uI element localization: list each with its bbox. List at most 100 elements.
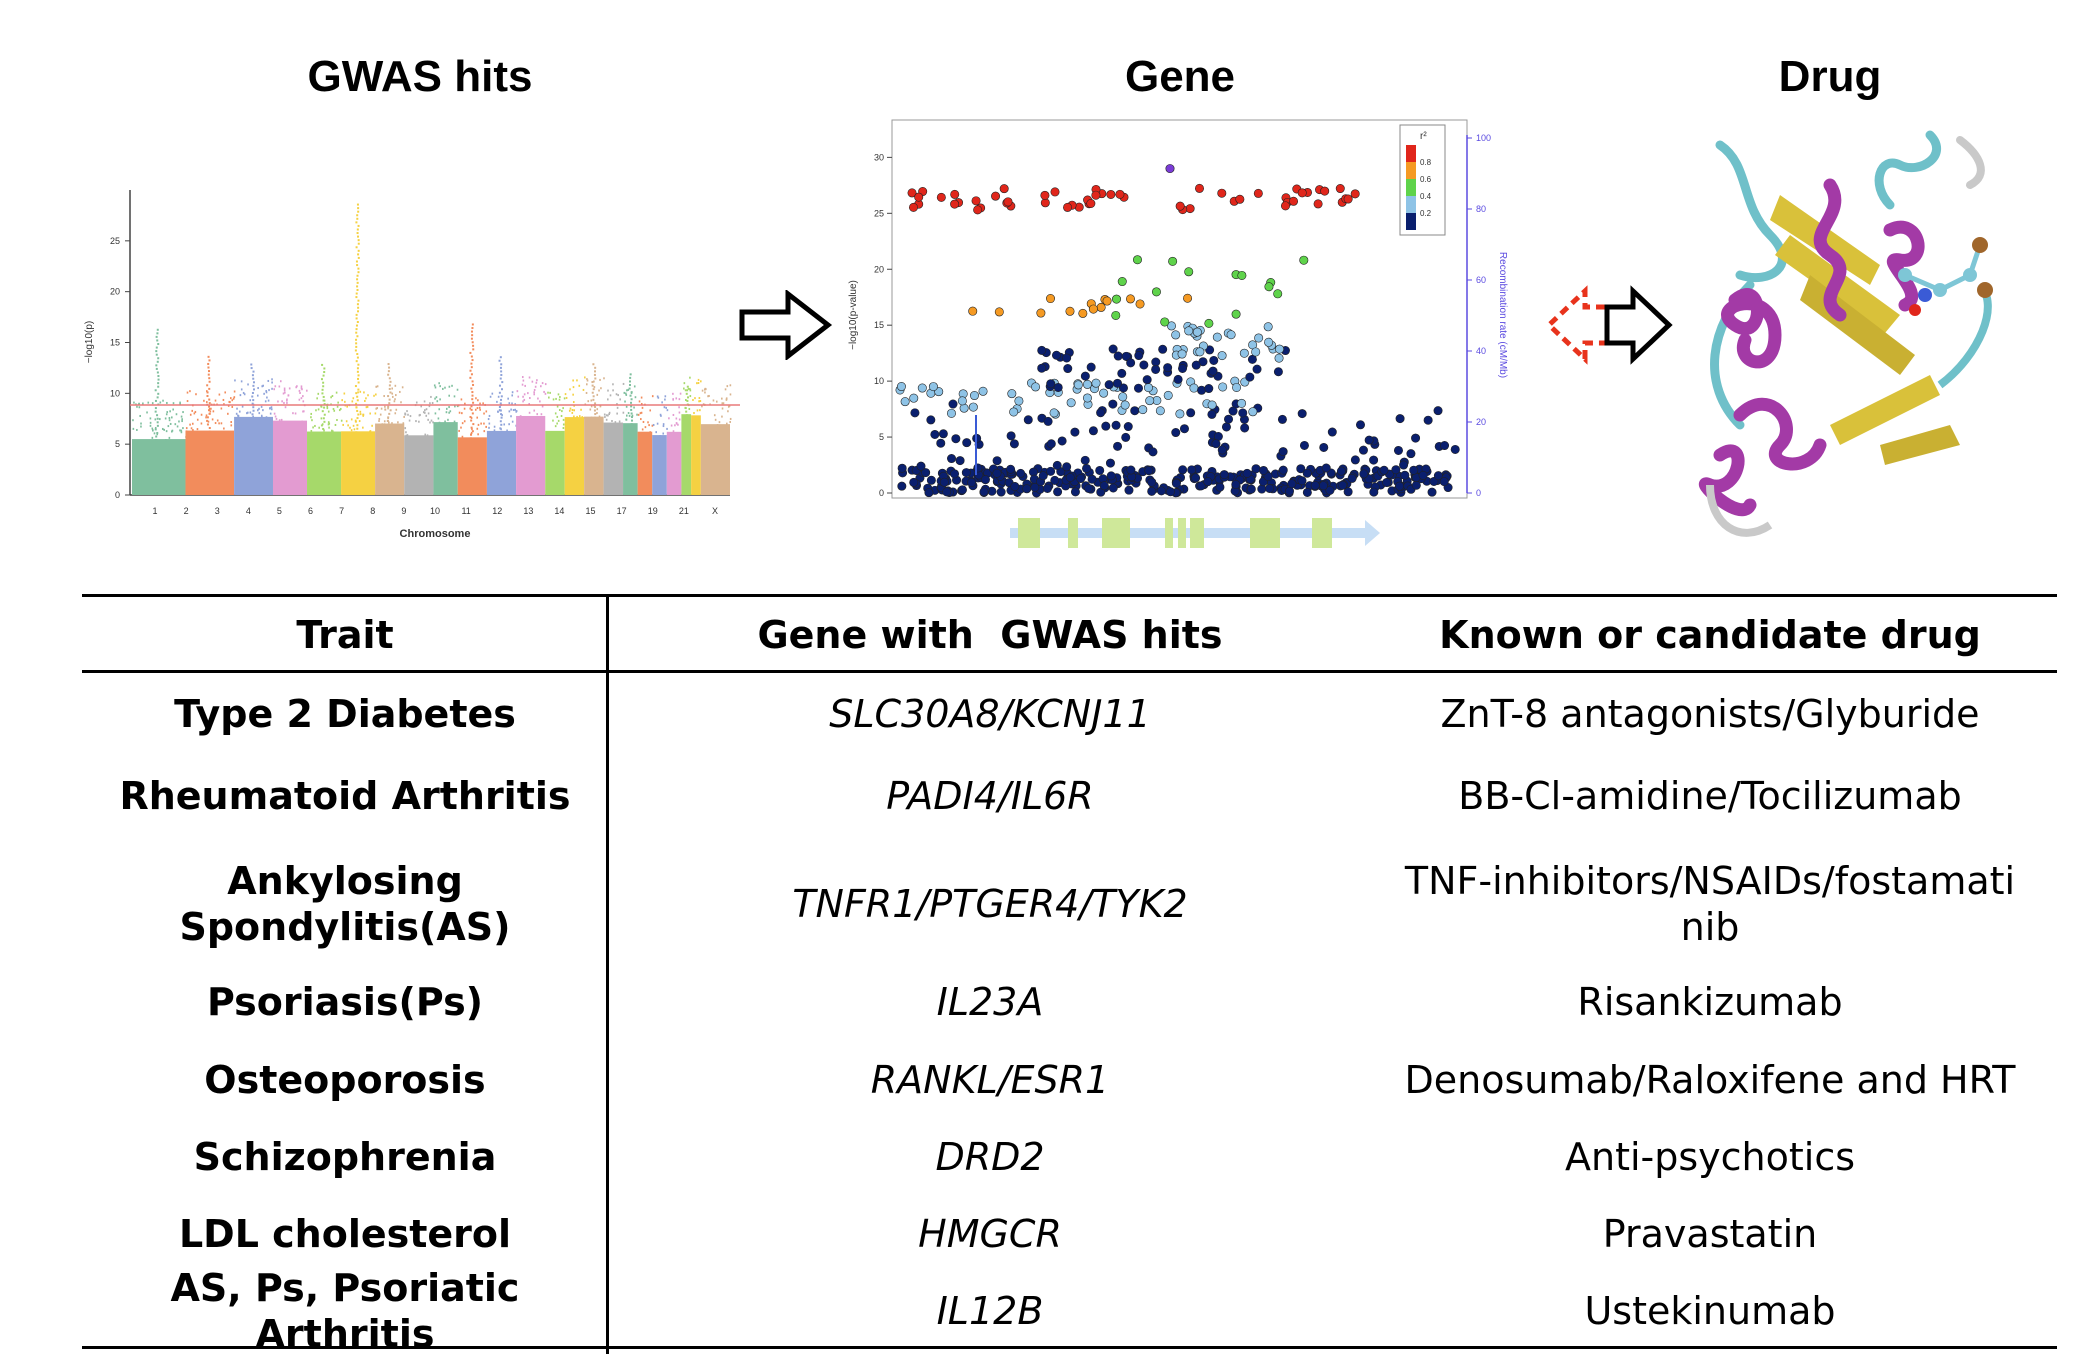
- snp-point: [206, 419, 209, 422]
- snp-point: [729, 384, 732, 387]
- gene-cell: IL12B: [936, 1289, 1044, 1333]
- snp-point: [472, 423, 475, 426]
- snp-point: [243, 393, 246, 396]
- snp-point: [678, 418, 681, 421]
- snp-point: [356, 264, 359, 267]
- snp-dot: [926, 475, 936, 485]
- snp-point: [498, 406, 501, 409]
- snp-point: [155, 435, 158, 438]
- snp-dot: [1224, 414, 1234, 424]
- snp-point: [191, 409, 194, 412]
- snp-point: [558, 408, 561, 411]
- snp-point: [672, 392, 674, 395]
- snp-point: [615, 393, 618, 396]
- snp-point: [404, 427, 407, 430]
- snp-dot: [1237, 398, 1247, 408]
- snp-point: [722, 402, 725, 405]
- snp-dot: [1245, 372, 1255, 382]
- snp-dot: [928, 382, 938, 392]
- snp-point: [640, 402, 643, 405]
- snp-dot: [1274, 353, 1284, 363]
- snp-point: [475, 397, 477, 400]
- snp-point: [640, 411, 643, 414]
- snp-point: [499, 356, 502, 359]
- snp-point: [181, 418, 183, 421]
- snp-dot: [1299, 255, 1309, 265]
- snp-dot: [1106, 189, 1116, 199]
- snp-dot: [1204, 318, 1214, 328]
- snp-point: [132, 427, 135, 430]
- snp-dot: [1046, 439, 1056, 449]
- snp-point: [157, 343, 160, 346]
- snp-point: [590, 399, 593, 402]
- snp-dot: [1391, 465, 1401, 475]
- snp-dot: [1336, 466, 1346, 476]
- snp-point: [640, 396, 643, 399]
- snp-point: [315, 409, 317, 412]
- snp-point: [563, 397, 566, 400]
- snp-point: [355, 360, 358, 363]
- snp-point: [281, 400, 283, 403]
- snp-dot: [1321, 463, 1331, 473]
- snp-dot: [1112, 294, 1122, 304]
- snp-point: [445, 407, 448, 410]
- snp-dot: [1171, 428, 1181, 438]
- snp-dot: [1369, 455, 1379, 465]
- snp-point: [590, 405, 593, 408]
- snp-point: [356, 370, 359, 373]
- snp-point: [522, 395, 524, 398]
- snp-point: [470, 405, 473, 408]
- snp-point: [301, 420, 304, 423]
- snp-point: [180, 431, 183, 434]
- snp-point: [356, 424, 359, 427]
- snp-point: [477, 423, 480, 426]
- snp-dot: [1277, 414, 1287, 424]
- snp-dot: [1080, 455, 1090, 465]
- snp-point: [337, 401, 339, 404]
- snp-point: [147, 401, 150, 404]
- snp-dot: [1423, 415, 1433, 425]
- snp-point: [582, 388, 585, 391]
- chromosome-tick-label: 19: [648, 506, 658, 516]
- snp-point: [166, 401, 168, 404]
- snp-dot: [1051, 350, 1061, 360]
- snp-dot: [1050, 187, 1060, 197]
- snp-point: [180, 415, 183, 418]
- snp-dot: [1049, 408, 1059, 418]
- snp-point: [357, 242, 360, 245]
- snp-point: [456, 405, 459, 408]
- snp-point: [594, 405, 597, 408]
- snp-point: [154, 418, 157, 421]
- snp-point: [270, 408, 273, 411]
- snp-point: [359, 390, 362, 393]
- snp-point: [404, 412, 406, 415]
- snp-point: [448, 394, 450, 397]
- snp-point: [211, 418, 214, 421]
- snp-point: [182, 411, 184, 414]
- snp-point: [180, 429, 183, 432]
- snp-point: [155, 353, 158, 356]
- snp-point: [625, 418, 628, 421]
- chromosome-block: [404, 435, 434, 495]
- snp-point: [208, 380, 211, 383]
- snp-dot: [1287, 479, 1297, 489]
- snp-point: [355, 324, 358, 327]
- snp-point: [614, 421, 617, 424]
- snp-point: [208, 407, 211, 410]
- snp-dot: [1191, 360, 1201, 370]
- snp-dot: [1359, 469, 1369, 479]
- snp-point: [240, 388, 243, 391]
- snp-point: [556, 405, 559, 408]
- snp-point: [511, 420, 514, 423]
- snp-point: [327, 410, 330, 413]
- chromosome-block: [603, 422, 624, 495]
- arrow-gwas-to-gene: [739, 290, 833, 360]
- association-points: [895, 164, 1460, 498]
- snp-point: [470, 330, 473, 333]
- snp-point: [629, 376, 632, 379]
- snp-point: [470, 416, 473, 419]
- snp-point: [434, 412, 437, 415]
- snp-point: [697, 382, 700, 385]
- snp-point: [192, 429, 194, 432]
- gwas-panel-title: GWAS hits: [307, 52, 533, 101]
